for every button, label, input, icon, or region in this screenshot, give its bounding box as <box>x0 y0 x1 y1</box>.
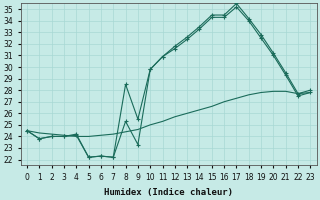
X-axis label: Humidex (Indice chaleur): Humidex (Indice chaleur) <box>104 188 233 197</box>
